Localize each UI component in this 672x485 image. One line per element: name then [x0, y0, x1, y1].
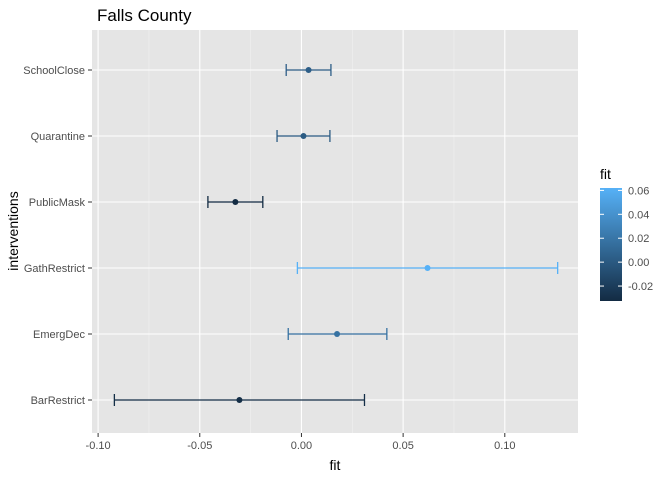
y-tick-label: PublicMask: [29, 197, 86, 209]
fit-point: [424, 265, 431, 271]
y-tick-label: EmergDec: [33, 329, 85, 341]
legend-tick-label: 0.06: [628, 185, 649, 197]
legend-tick-label: -0.02: [628, 281, 653, 293]
y-axis-label: interventions: [5, 191, 21, 270]
x-tick-label: 0.00: [291, 440, 312, 452]
x-tick-label: -0.10: [86, 440, 111, 452]
x-tick-label: 0.10: [494, 440, 515, 452]
chart-marks: [113, 64, 559, 406]
legend-title: fit: [600, 166, 611, 182]
x-tick-label: 0.05: [392, 440, 413, 452]
fit-point: [232, 199, 239, 205]
fit-point: [236, 397, 243, 403]
legend-colorbar: [600, 188, 622, 301]
y-tick-label: GathRestrict: [24, 263, 85, 275]
legend-tick-label: 0.00: [628, 257, 649, 269]
fit-point: [300, 133, 307, 139]
color-legend: fit -0.02 0.00 0.02 0.04 0.06: [600, 166, 653, 301]
x-axis-label: fit: [330, 457, 341, 473]
x-axis: -0.10 -0.05 0.00 0.05 0.10: [86, 433, 516, 452]
y-tick-label: SchoolClose: [23, 65, 85, 77]
legend-tick-label: 0.02: [628, 233, 649, 245]
y-tick-label: Quarantine: [31, 131, 85, 143]
y-axis: SchoolClose Quarantine PublicMask GathRestr…: [23, 65, 92, 407]
y-tick-label: BarRestrict: [31, 395, 85, 407]
minor-gridlines: [148, 30, 455, 433]
plot-panel: [92, 30, 578, 433]
chart-title: Falls County: [97, 6, 192, 25]
legend-tick-label: 0.04: [628, 209, 649, 221]
fit-point: [305, 67, 312, 73]
x-tick-label: -0.05: [187, 440, 212, 452]
fit-point: [334, 331, 341, 337]
